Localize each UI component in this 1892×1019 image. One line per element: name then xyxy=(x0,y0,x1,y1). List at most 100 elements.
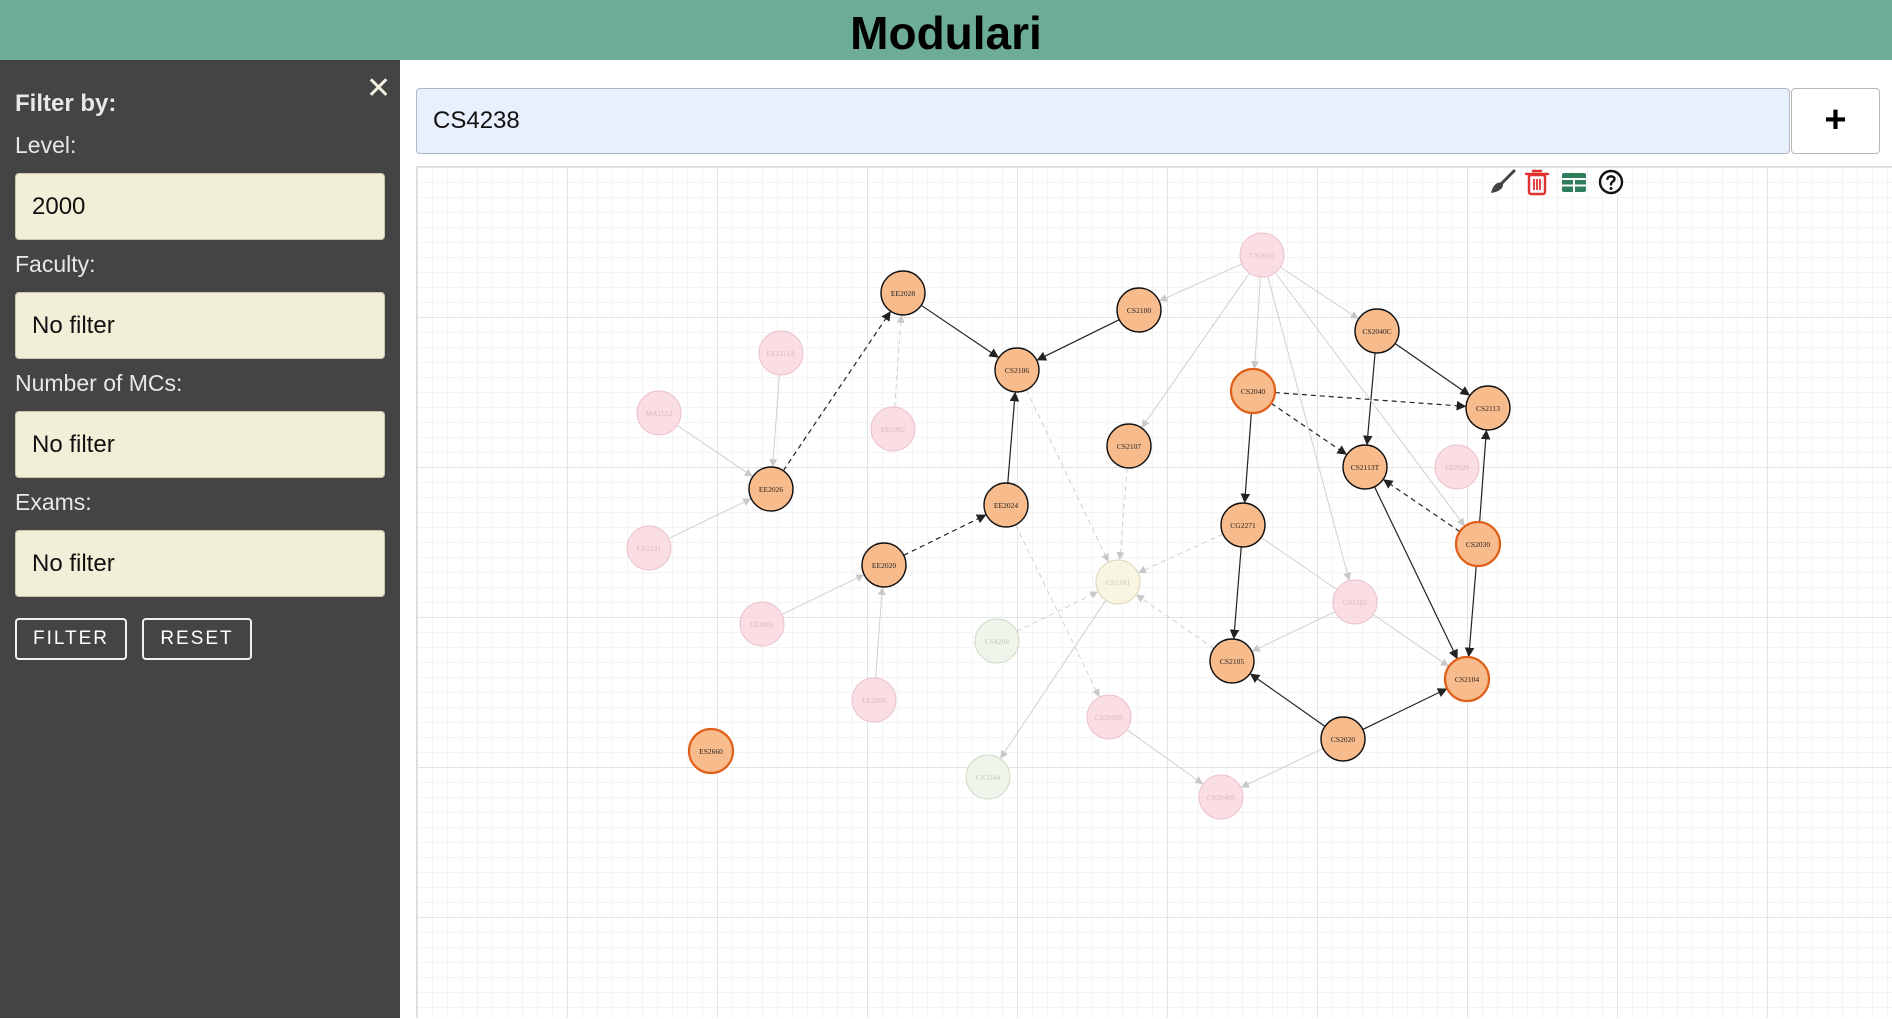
module-node-label: EE2028 xyxy=(891,289,915,298)
module-node-circle[interactable] xyxy=(994,347,1040,393)
module-node[interactable]: CS2040 xyxy=(1229,367,1277,415)
graph-edge xyxy=(769,374,780,468)
mcs-select[interactable]: No filter xyxy=(15,411,385,478)
exams-select[interactable]: No filter xyxy=(15,530,385,597)
graph-edge xyxy=(1362,352,1376,446)
module-node[interactable]: EE2020 xyxy=(861,542,907,588)
module-node[interactable]: CS2040C xyxy=(1354,308,1400,354)
trash-icon[interactable] xyxy=(1522,167,1552,197)
graph-edge xyxy=(1138,533,1224,574)
graph-edge xyxy=(1394,343,1471,396)
module-node-circle[interactable] xyxy=(1116,287,1162,333)
module-search-input[interactable] xyxy=(416,88,1790,154)
module-node[interactable]: CS2113 xyxy=(1465,385,1511,431)
module-node[interactable]: CS2104 xyxy=(1443,655,1491,703)
module-node[interactable]: CS1010 xyxy=(1239,232,1285,278)
module-node[interactable]: CS2106 xyxy=(994,347,1040,393)
module-node[interactable]: CS2105 xyxy=(1209,638,1255,684)
module-node-circle[interactable] xyxy=(974,618,1020,664)
module-node-circle[interactable] xyxy=(758,330,804,376)
module-node[interactable]: CS1231 xyxy=(626,525,672,571)
module-node[interactable]: EE2006 xyxy=(851,677,897,723)
faculty-label: Faculty: xyxy=(15,251,96,277)
module-node[interactable]: CS3244 xyxy=(965,754,1011,800)
module-node-circle[interactable] xyxy=(870,406,916,452)
level-select[interactable]: 2000 xyxy=(15,173,385,240)
module-node[interactable]: CS4204 xyxy=(974,618,1020,664)
module-node[interactable]: EE2111A xyxy=(758,330,804,376)
module-node-circle[interactable] xyxy=(687,727,735,775)
filter-button[interactable]: FILTER xyxy=(15,618,127,660)
module-node-circle[interactable] xyxy=(748,466,794,512)
module-node[interactable]: CS2040S xyxy=(1198,774,1244,820)
module-node[interactable]: CG2271 xyxy=(1220,502,1266,548)
graph-edge xyxy=(782,311,891,472)
module-node[interactable]: CS2020 xyxy=(1320,716,1366,762)
module-node-circle[interactable] xyxy=(1465,385,1511,431)
module-node[interactable]: MA1512 xyxy=(636,390,682,436)
module-node[interactable]: EE2026 xyxy=(748,466,794,512)
module-node-circle[interactable] xyxy=(851,677,897,723)
module-node-circle[interactable] xyxy=(861,542,907,588)
add-module-button[interactable]: + xyxy=(1791,88,1880,154)
module-node-circle[interactable] xyxy=(1220,502,1266,548)
table-icon[interactable] xyxy=(1559,167,1589,197)
graph-edge xyxy=(1126,729,1204,785)
module-node-label: CS2030S xyxy=(1095,713,1123,722)
module-node[interactable]: CS2107 xyxy=(1106,423,1152,469)
module-node-circle[interactable] xyxy=(1095,559,1141,605)
module-node-circle[interactable] xyxy=(739,601,785,647)
module-node-circle[interactable] xyxy=(1198,774,1244,820)
module-node-circle[interactable] xyxy=(1354,308,1400,354)
broom-icon[interactable] xyxy=(1487,167,1517,197)
module-graph[interactable]: EE2028 CS2100 CS2106 CS2040C CS2040 CS2113 CS2… xyxy=(416,166,1892,1018)
module-node[interactable]: EE1001 xyxy=(739,601,785,647)
close-icon[interactable]: ✕ xyxy=(366,72,392,105)
module-node-label: ES2660 xyxy=(699,747,723,756)
module-node[interactable]: CS2100 xyxy=(1116,287,1162,333)
filter-sidebar: ✕ Filter by: Level: 2000 Faculty: No fil… xyxy=(0,60,400,1018)
module-node-circle[interactable] xyxy=(636,390,682,436)
module-node-circle[interactable] xyxy=(1454,520,1502,568)
module-node-circle[interactable] xyxy=(983,482,1029,528)
module-node[interactable]: CS2101 xyxy=(1095,559,1141,605)
module-node[interactable]: EE2024 xyxy=(983,482,1029,528)
module-node-circle[interactable] xyxy=(1434,444,1480,490)
module-node-circle[interactable] xyxy=(1443,655,1491,703)
filter-title: Filter by: xyxy=(15,90,117,117)
module-node-circle[interactable] xyxy=(1342,444,1388,490)
module-node-circle[interactable] xyxy=(1106,423,1152,469)
graph-edge xyxy=(1116,467,1128,561)
module-node-circle[interactable] xyxy=(1209,638,1255,684)
module-node[interactable]: EE2029 xyxy=(1434,444,1480,490)
graph-edge xyxy=(781,574,865,615)
module-node[interactable]: CS2113T xyxy=(1342,444,1388,490)
graph-edge xyxy=(1250,276,1262,370)
module-node-circle[interactable] xyxy=(880,270,926,316)
help-icon[interactable] xyxy=(1596,167,1626,197)
module-node-circle[interactable] xyxy=(626,525,672,571)
module-node-circle[interactable] xyxy=(965,754,1011,800)
module-node-circle[interactable] xyxy=(1086,694,1132,740)
module-node-label: CS2113T xyxy=(1351,463,1380,472)
graph-edge xyxy=(1274,272,1465,527)
module-node-circle[interactable] xyxy=(1320,716,1366,762)
module-node-circle[interactable] xyxy=(1229,367,1277,415)
reset-button[interactable]: RESET xyxy=(142,618,252,660)
module-node[interactable]: EE2028 xyxy=(880,270,926,316)
module-node[interactable]: CS2030 xyxy=(1454,520,1502,568)
faculty-select[interactable]: No filter xyxy=(15,292,385,359)
app-title: Modulari xyxy=(850,7,1042,59)
module-node[interactable]: CS2102 xyxy=(1332,579,1378,625)
graph-edge xyxy=(1036,319,1120,361)
graph-canvas[interactable]: EE2028 CS2100 CS2106 CS2040C CS2040 CS2113 CS2… xyxy=(417,167,1892,1019)
module-node-label: CS4204 xyxy=(985,637,1009,646)
module-node-label: EE1002 xyxy=(881,425,905,434)
module-node-circle[interactable] xyxy=(1239,232,1285,278)
module-node[interactable]: CS2030S xyxy=(1086,694,1132,740)
module-node-label: CS2106 xyxy=(1005,366,1029,375)
module-node-circle[interactable] xyxy=(1332,579,1378,625)
module-node[interactable]: EE1002 xyxy=(870,406,916,452)
module-node[interactable]: ES2660 xyxy=(687,727,735,775)
mcs-label: Number of MCs: xyxy=(15,370,183,396)
